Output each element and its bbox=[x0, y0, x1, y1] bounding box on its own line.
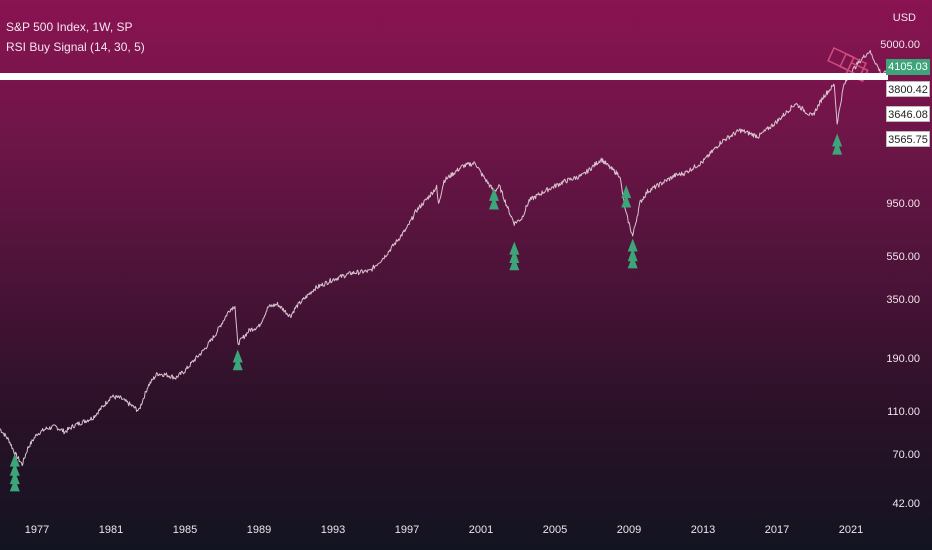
symbol-title: S&P 500 Index, 1W, SP bbox=[6, 20, 133, 34]
x-tick-label: 1977 bbox=[24, 524, 50, 536]
y-tick-label: 110.00 bbox=[887, 405, 920, 418]
currency-label: USD bbox=[892, 12, 916, 24]
horizontal-line-band[interactable] bbox=[0, 73, 888, 80]
x-tick-label: 2017 bbox=[764, 524, 790, 536]
x-tick-label: 2009 bbox=[616, 524, 642, 536]
buy-signal-marker bbox=[9, 453, 20, 467]
drawing-shape[interactable] bbox=[839, 53, 867, 77]
x-tick-label: 1985 bbox=[172, 524, 198, 536]
buy-signal-marker bbox=[509, 249, 520, 263]
buy-signal-marker bbox=[627, 255, 638, 269]
buy-signal-marker bbox=[627, 248, 638, 262]
buy-signal-marker bbox=[509, 257, 520, 271]
x-tick-label: 2001 bbox=[468, 524, 494, 536]
y-tick-label: 42.00 bbox=[892, 498, 920, 510]
buy-signal-marker bbox=[621, 194, 632, 208]
price-box-level-2: 3646.08 bbox=[886, 106, 930, 122]
buy-signal-marker bbox=[509, 241, 520, 255]
y-tick-label: 190.00 bbox=[886, 353, 920, 366]
x-tick-label: 2005 bbox=[542, 524, 568, 536]
price-box-level-3: 3565.75 bbox=[886, 131, 930, 147]
indicator-title: RSI Buy Signal (14, 30, 5) bbox=[6, 40, 145, 54]
x-tick-label: 2013 bbox=[690, 524, 716, 536]
buy-signal-marker bbox=[832, 141, 843, 155]
y-tick-label: 5000.00 bbox=[880, 39, 920, 51]
x-tick-label: 1989 bbox=[246, 524, 272, 536]
buy-signal-marker bbox=[832, 133, 843, 147]
y-tick-label: 70.00 bbox=[892, 448, 920, 461]
price-series-line bbox=[0, 49, 889, 467]
buy-signal-marker bbox=[232, 357, 243, 371]
buy-signal-marker bbox=[9, 462, 20, 476]
y-tick-label: 950.00 bbox=[886, 198, 920, 211]
x-tick-label: 1997 bbox=[394, 524, 420, 536]
buy-signal-marker bbox=[232, 349, 243, 363]
x-tick-label: 2021 bbox=[838, 524, 864, 536]
buy-signal-marker bbox=[488, 196, 499, 210]
buy-signal-marker bbox=[9, 478, 20, 492]
current-price-box: 4105.03 bbox=[886, 59, 930, 75]
buy-signal-marker bbox=[627, 238, 638, 252]
price-box-level-1: 3800.42 bbox=[886, 81, 930, 97]
buy-signal-marker bbox=[488, 187, 499, 201]
y-tick-label: 350.00 bbox=[886, 294, 920, 307]
y-tick-label: 550.00 bbox=[886, 250, 920, 263]
buy-signal-marker bbox=[621, 185, 632, 199]
x-tick-label: 1993 bbox=[320, 524, 346, 536]
x-tick-label: 1981 bbox=[98, 524, 124, 536]
buy-signal-marker bbox=[9, 471, 20, 485]
